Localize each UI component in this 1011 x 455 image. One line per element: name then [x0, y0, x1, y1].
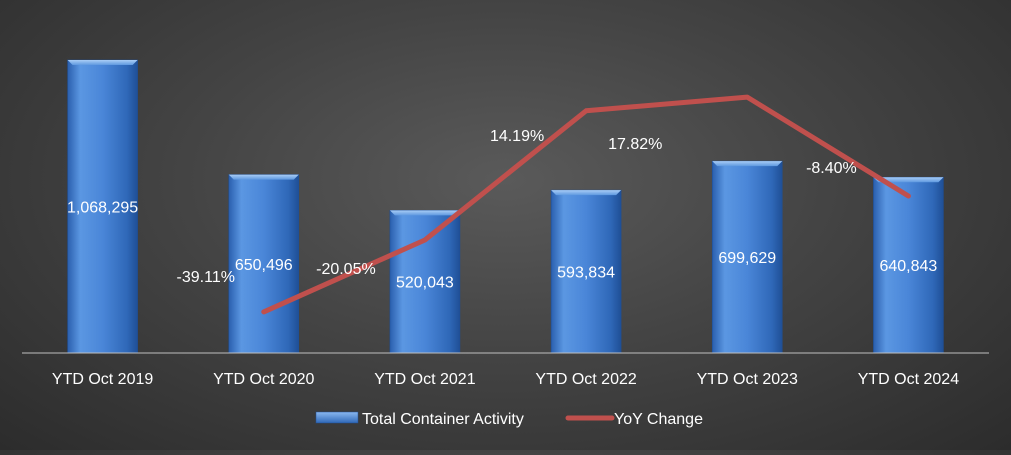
bar-value-label: 650,496 [235, 257, 293, 274]
bar-value-label: 640,843 [879, 258, 937, 275]
bar-bevel [389, 210, 460, 216]
yoy-value-label: 17.82% [608, 136, 662, 153]
bar [873, 176, 944, 354]
bar [67, 59, 138, 354]
legend: Total Container Activity YoY Change [315, 411, 703, 428]
yoy-value-label: 14.19% [490, 128, 544, 145]
bar-body [873, 176, 944, 354]
bar-bevel [873, 177, 944, 183]
legend-label-total-container-activity: Total Container Activity [362, 411, 524, 428]
yoy-value-label: -8.40% [806, 160, 857, 177]
bar-value-label: 520,043 [396, 275, 454, 292]
bar [228, 174, 300, 354]
x-tick-label: YTD Oct 2024 [858, 371, 959, 388]
bar-body [228, 174, 300, 354]
bar [550, 189, 622, 354]
bar [389, 210, 461, 354]
yoy-value-label: -39.11% [177, 269, 235, 286]
x-tick-label: YTD Oct 2022 [535, 371, 636, 388]
x-tick-label: YTD Oct 2020 [213, 371, 314, 388]
bar-value-label: 699,629 [718, 250, 776, 267]
bar-bevel [67, 60, 138, 65]
bar-value-label: 593,834 [557, 265, 615, 282]
yoy-change-line [261, 94, 911, 315]
x-tick-label: YTD Oct 2021 [374, 371, 475, 388]
line-layer [261, 94, 911, 315]
x-tick-label: YTD Oct 2019 [52, 371, 153, 388]
labels-layer: 1,068,295 650,496 520,043 593,834 699,629 640… [67, 128, 937, 292]
bar-bevel [551, 190, 622, 196]
x-axis-ticks: YTD Oct 2019 YTD Oct 2020 YTD Oct 2021 YTD … [52, 371, 959, 388]
bars-layer [67, 59, 944, 354]
bar-value-label: 1,068,295 [67, 200, 138, 217]
bar-bevel [228, 174, 299, 180]
bar-bevel [712, 161, 783, 167]
legend-label-yoy-change: YoY Change [614, 411, 703, 428]
bar-body [67, 59, 138, 354]
x-tick-label: YTD Oct 2023 [697, 371, 798, 388]
bar-body [711, 160, 783, 354]
legend-swatch-total-container-activity [315, 411, 359, 424]
bar [711, 160, 783, 354]
bar-body [389, 210, 461, 354]
yoy-value-label: -20.05% [316, 261, 376, 278]
